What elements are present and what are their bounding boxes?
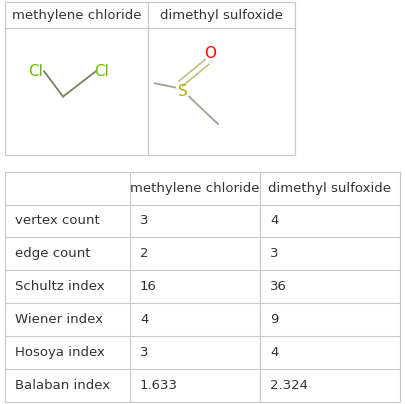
Text: methylene chloride: methylene chloride	[130, 181, 260, 195]
Text: Schultz index: Schultz index	[15, 280, 104, 293]
Text: Hosoya index: Hosoya index	[15, 346, 105, 359]
Text: methylene chloride: methylene chloride	[12, 9, 141, 22]
Text: S: S	[178, 84, 188, 99]
Text: Cl: Cl	[94, 64, 109, 79]
Text: 2.324: 2.324	[270, 379, 308, 392]
Bar	[5, 2, 295, 154]
Text: dimethyl sulfoxide: dimethyl sulfoxide	[269, 181, 392, 195]
Text: Cl: Cl	[28, 64, 43, 79]
Text: O: O	[204, 46, 216, 61]
Text: 36: 36	[270, 280, 287, 293]
Text: 4: 4	[270, 346, 278, 359]
Text: 16: 16	[140, 280, 157, 293]
Text: 2: 2	[140, 247, 149, 261]
Text: Balaban index: Balaban index	[15, 379, 110, 392]
Text: 1.633: 1.633	[140, 379, 178, 392]
Text: edge count: edge count	[15, 247, 90, 261]
Text: 3: 3	[140, 346, 149, 359]
Text: 9: 9	[270, 313, 278, 326]
Text: 4: 4	[140, 313, 148, 326]
Text: vertex count: vertex count	[15, 215, 100, 227]
Text: 3: 3	[140, 215, 149, 227]
Text: dimethyl sulfoxide: dimethyl sulfoxide	[160, 9, 283, 22]
Text: 4: 4	[270, 215, 278, 227]
Text: 3: 3	[270, 247, 279, 261]
Text: Wiener index: Wiener index	[15, 313, 103, 326]
